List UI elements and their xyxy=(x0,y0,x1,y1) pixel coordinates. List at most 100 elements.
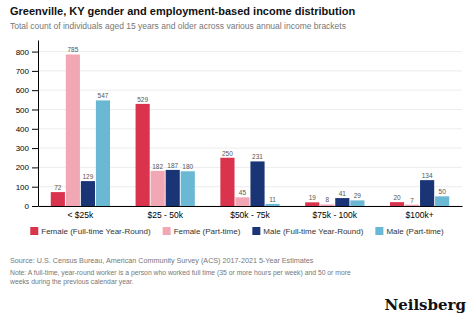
data-label: 134 xyxy=(422,172,433,179)
bar xyxy=(250,161,264,206)
data-label: 129 xyxy=(82,173,93,180)
bar xyxy=(320,204,334,206)
data-label: 187 xyxy=(167,162,178,169)
y-tick-label: 800 xyxy=(16,48,30,57)
data-label: 72 xyxy=(54,184,62,191)
bar xyxy=(51,192,65,206)
y-tick: 300 xyxy=(16,144,38,153)
title: Greenville, KY gender and employment-bas… xyxy=(10,5,355,17)
y-tick-mark xyxy=(32,187,38,188)
y-tick: 700 xyxy=(16,67,38,76)
bar xyxy=(66,54,80,206)
y-tick: 100 xyxy=(16,183,38,192)
source: Source: U.S. Census Bureau, American Com… xyxy=(10,256,314,265)
data-label: 41 xyxy=(339,190,347,197)
data-label: 250 xyxy=(222,150,233,157)
x-tick-label: $50k - 75k xyxy=(230,210,270,220)
note: Note: A full-time, year-round worker is … xyxy=(9,269,351,286)
data-labels: 7252925019207851824587129187231411345471… xyxy=(54,46,446,203)
note-line: weeks during the previous calendar year. xyxy=(9,278,134,286)
y-tick: 600 xyxy=(16,86,38,95)
bar xyxy=(96,100,110,206)
note-line: Note: A full-time, year-round worker is … xyxy=(10,269,351,277)
bar xyxy=(166,170,180,206)
y-tick: 800 xyxy=(16,48,38,57)
data-label: 180 xyxy=(182,163,193,170)
y-tick-mark xyxy=(32,71,38,72)
y-tick-label: 700 xyxy=(16,67,30,76)
data-label: 231 xyxy=(252,153,263,160)
y-tick: 0 xyxy=(25,202,38,211)
bar xyxy=(435,196,449,206)
legend: Female (Full-time Year-Round) Female (Par… xyxy=(30,227,444,236)
data-label: 547 xyxy=(98,92,109,99)
y-tick-mark xyxy=(32,206,38,207)
y-tick: 400 xyxy=(16,125,38,134)
x-tick: $75k - 100k xyxy=(313,206,358,220)
y-tick-label: 400 xyxy=(16,125,30,134)
data-label: 785 xyxy=(67,46,78,53)
grid-line xyxy=(38,90,462,91)
y-axis: 0 100 200 300 400 500 600 700 800 xyxy=(16,41,39,212)
bar xyxy=(420,180,434,206)
y-tick-mark xyxy=(32,52,38,53)
legend-swatch xyxy=(163,227,171,235)
bar xyxy=(390,202,404,206)
legend-label: Male (Part-time) xyxy=(386,227,444,236)
data-label: 182 xyxy=(152,163,163,170)
bars xyxy=(51,54,449,206)
bar xyxy=(235,197,249,206)
data-label: 8 xyxy=(325,196,329,203)
data-label: 7 xyxy=(410,197,414,204)
y-tick-mark xyxy=(32,129,38,130)
data-label: 45 xyxy=(239,189,247,196)
y-tick: 500 xyxy=(16,106,38,115)
chart-container: Greenville, KY gender and employment-bas… xyxy=(0,0,474,316)
bar xyxy=(181,171,195,206)
legend-label: Female (Full-time Year-Round) xyxy=(41,227,151,236)
y-tick-mark xyxy=(32,109,38,110)
bar xyxy=(335,198,349,206)
legend-label: Male (Full-time Year-Round) xyxy=(263,227,363,236)
x-tick: $50k - 75k xyxy=(230,206,270,220)
legend-label: Female (Part-time) xyxy=(174,227,241,236)
y-tick-label: 300 xyxy=(16,144,30,153)
data-label: 19 xyxy=(309,194,317,201)
y-tick-label: 200 xyxy=(16,163,30,172)
legend-swatch xyxy=(30,227,38,235)
legend-item: Female (Part-time) xyxy=(163,227,241,236)
brand: Neilsberg xyxy=(384,296,466,314)
bar xyxy=(265,204,279,206)
y-tick-label: 600 xyxy=(16,86,30,95)
x-tick-label: < $25k xyxy=(68,210,95,220)
grid xyxy=(38,52,462,206)
plot-area: 0100200300400500600700800< $25k$25 - 50k… xyxy=(16,41,463,221)
y-tick: 200 xyxy=(16,163,38,172)
data-label: 29 xyxy=(354,192,362,199)
grid-line xyxy=(38,51,462,52)
y-tick-label: 0 xyxy=(25,202,30,211)
x-tick: $100k+ xyxy=(406,206,434,220)
legend-swatch xyxy=(252,227,260,235)
bar xyxy=(136,104,150,206)
x-axis: < $25k$25 - 50k$50k - 75k$75k - 100k$100… xyxy=(39,206,463,220)
y-tick-mark xyxy=(32,167,38,168)
subtitle: Total count of individuals aged 15 years… xyxy=(10,21,346,31)
y-axis-line xyxy=(38,41,39,207)
legend-item: Male (Part-time) xyxy=(375,227,444,236)
x-tick: < $25k xyxy=(68,206,95,220)
grid-line xyxy=(38,70,462,71)
legend-item: Male (Full-time Year-Round) xyxy=(252,227,363,236)
x-tick-label: $100k+ xyxy=(406,210,434,220)
bar xyxy=(305,202,319,206)
data-label: 529 xyxy=(137,96,148,103)
legend-item: Female (Full-time Year-Round) xyxy=(30,227,151,236)
y-tick-label: 100 xyxy=(16,183,30,192)
bar xyxy=(151,171,165,206)
bar xyxy=(405,205,419,206)
data-label: 50 xyxy=(439,188,447,195)
y-tick-mark xyxy=(32,148,38,149)
bar xyxy=(81,181,95,206)
data-label: 20 xyxy=(393,194,401,201)
bar xyxy=(220,158,234,206)
